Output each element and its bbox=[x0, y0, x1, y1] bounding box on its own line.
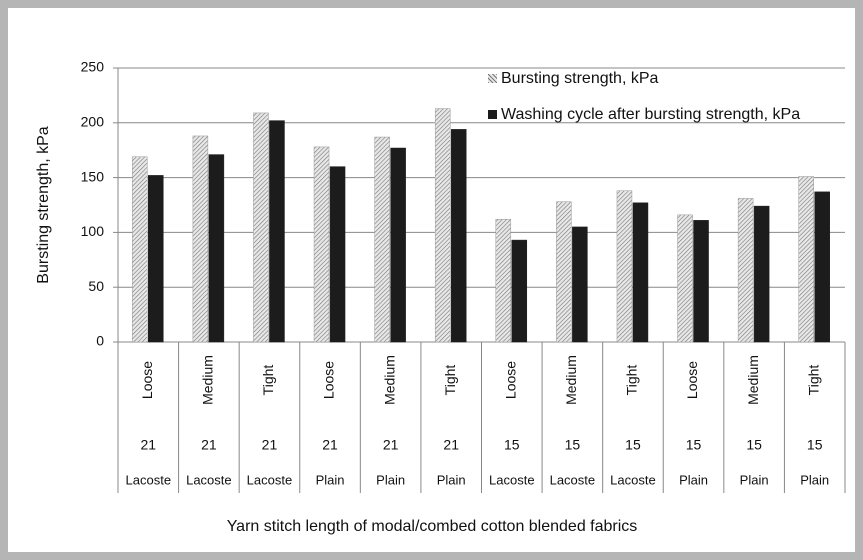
x-tick-label: Tight bbox=[805, 365, 821, 396]
x-tick-label: Plain bbox=[740, 472, 769, 487]
y-tick-label: 50 bbox=[88, 278, 104, 294]
bar bbox=[632, 202, 649, 343]
bar bbox=[511, 239, 528, 343]
bar bbox=[148, 175, 164, 343]
y-tick-label: 200 bbox=[81, 114, 105, 130]
x-tick-label: Medium bbox=[381, 355, 397, 405]
x-tick-label: Loose bbox=[684, 361, 700, 399]
x-tick-label: Lacoste bbox=[489, 472, 535, 487]
legend-item: Bursting strength, kPa bbox=[488, 70, 838, 88]
legend-swatch bbox=[488, 74, 497, 83]
x-tick-label: Tight bbox=[442, 365, 458, 396]
y-tick-label: 150 bbox=[81, 168, 105, 184]
x-tick-label: Lacoste bbox=[126, 472, 172, 487]
x-tick-label: Plain bbox=[679, 472, 708, 487]
x-tick-label: Lacoste bbox=[610, 472, 656, 487]
bar bbox=[814, 191, 830, 343]
bar bbox=[737, 198, 754, 343]
y-tick-label: 0 bbox=[96, 333, 104, 349]
x-tick-label: 21 bbox=[141, 437, 157, 453]
x-axis-title: Yarn stitch length of modal/combed cotto… bbox=[227, 518, 638, 535]
legend-label: Washing cycle after bursting strength, k… bbox=[501, 106, 801, 123]
legend-label: Bursting strength, kPa bbox=[501, 70, 659, 87]
x-tick-label: Plain bbox=[316, 472, 345, 487]
bar bbox=[329, 166, 346, 343]
x-tick-label: 21 bbox=[262, 437, 278, 453]
x-tick-label: 15 bbox=[625, 437, 641, 453]
legend: Bursting strength, kPa Washing cycle afte… bbox=[488, 70, 838, 142]
y-axis-title: Bursting strength, kPa bbox=[35, 126, 52, 284]
x-tick-label: 15 bbox=[746, 437, 762, 453]
x-tick-label: Loose bbox=[139, 361, 155, 399]
bar bbox=[434, 108, 451, 343]
bar bbox=[495, 218, 512, 343]
x-tick-label: Loose bbox=[321, 361, 337, 399]
bar bbox=[450, 129, 467, 343]
bar bbox=[390, 147, 406, 343]
bar bbox=[192, 135, 209, 343]
x-tick-label: Medium bbox=[200, 355, 216, 405]
bar bbox=[677, 214, 693, 343]
x-tick-label: Lacoste bbox=[247, 472, 293, 487]
bar bbox=[556, 201, 572, 343]
x-tick-label: Lacoste bbox=[550, 472, 596, 487]
y-tick-label: 100 bbox=[81, 223, 105, 239]
x-tick-label: Tight bbox=[624, 365, 640, 396]
x-tick-label: 15 bbox=[686, 437, 702, 453]
x-tick-label: 21 bbox=[322, 437, 338, 453]
bar bbox=[208, 154, 225, 343]
x-tick-label: 21 bbox=[383, 437, 399, 453]
bar bbox=[132, 156, 148, 343]
bar bbox=[572, 226, 588, 343]
x-tick-label: Medium bbox=[563, 355, 579, 405]
x-tick-label: 15 bbox=[565, 437, 581, 453]
x-tick-label: Plain bbox=[376, 472, 405, 487]
x-tick-label: Plain bbox=[800, 472, 829, 487]
bar bbox=[616, 190, 633, 343]
x-tick-label: Loose bbox=[502, 361, 518, 399]
y-tick-label: 250 bbox=[81, 59, 105, 75]
bar bbox=[374, 136, 390, 343]
bar bbox=[269, 120, 285, 343]
bar bbox=[693, 220, 709, 343]
x-tick-label: Lacoste bbox=[186, 472, 232, 487]
x-tick-label: 15 bbox=[504, 437, 520, 453]
bar bbox=[253, 112, 269, 343]
bar bbox=[313, 146, 330, 343]
legend-item: Washing cycle after bursting strength, k… bbox=[488, 106, 838, 124]
bar bbox=[753, 205, 770, 343]
x-tick-label: 21 bbox=[201, 437, 217, 453]
bar bbox=[798, 176, 814, 343]
x-tick-label: Tight bbox=[260, 365, 276, 396]
x-tick-label: 21 bbox=[443, 437, 459, 453]
x-tick-label: Plain bbox=[437, 472, 466, 487]
x-tick-label: 15 bbox=[807, 437, 823, 453]
x-tick-label: Medium bbox=[745, 355, 761, 405]
legend-swatch bbox=[488, 110, 497, 119]
